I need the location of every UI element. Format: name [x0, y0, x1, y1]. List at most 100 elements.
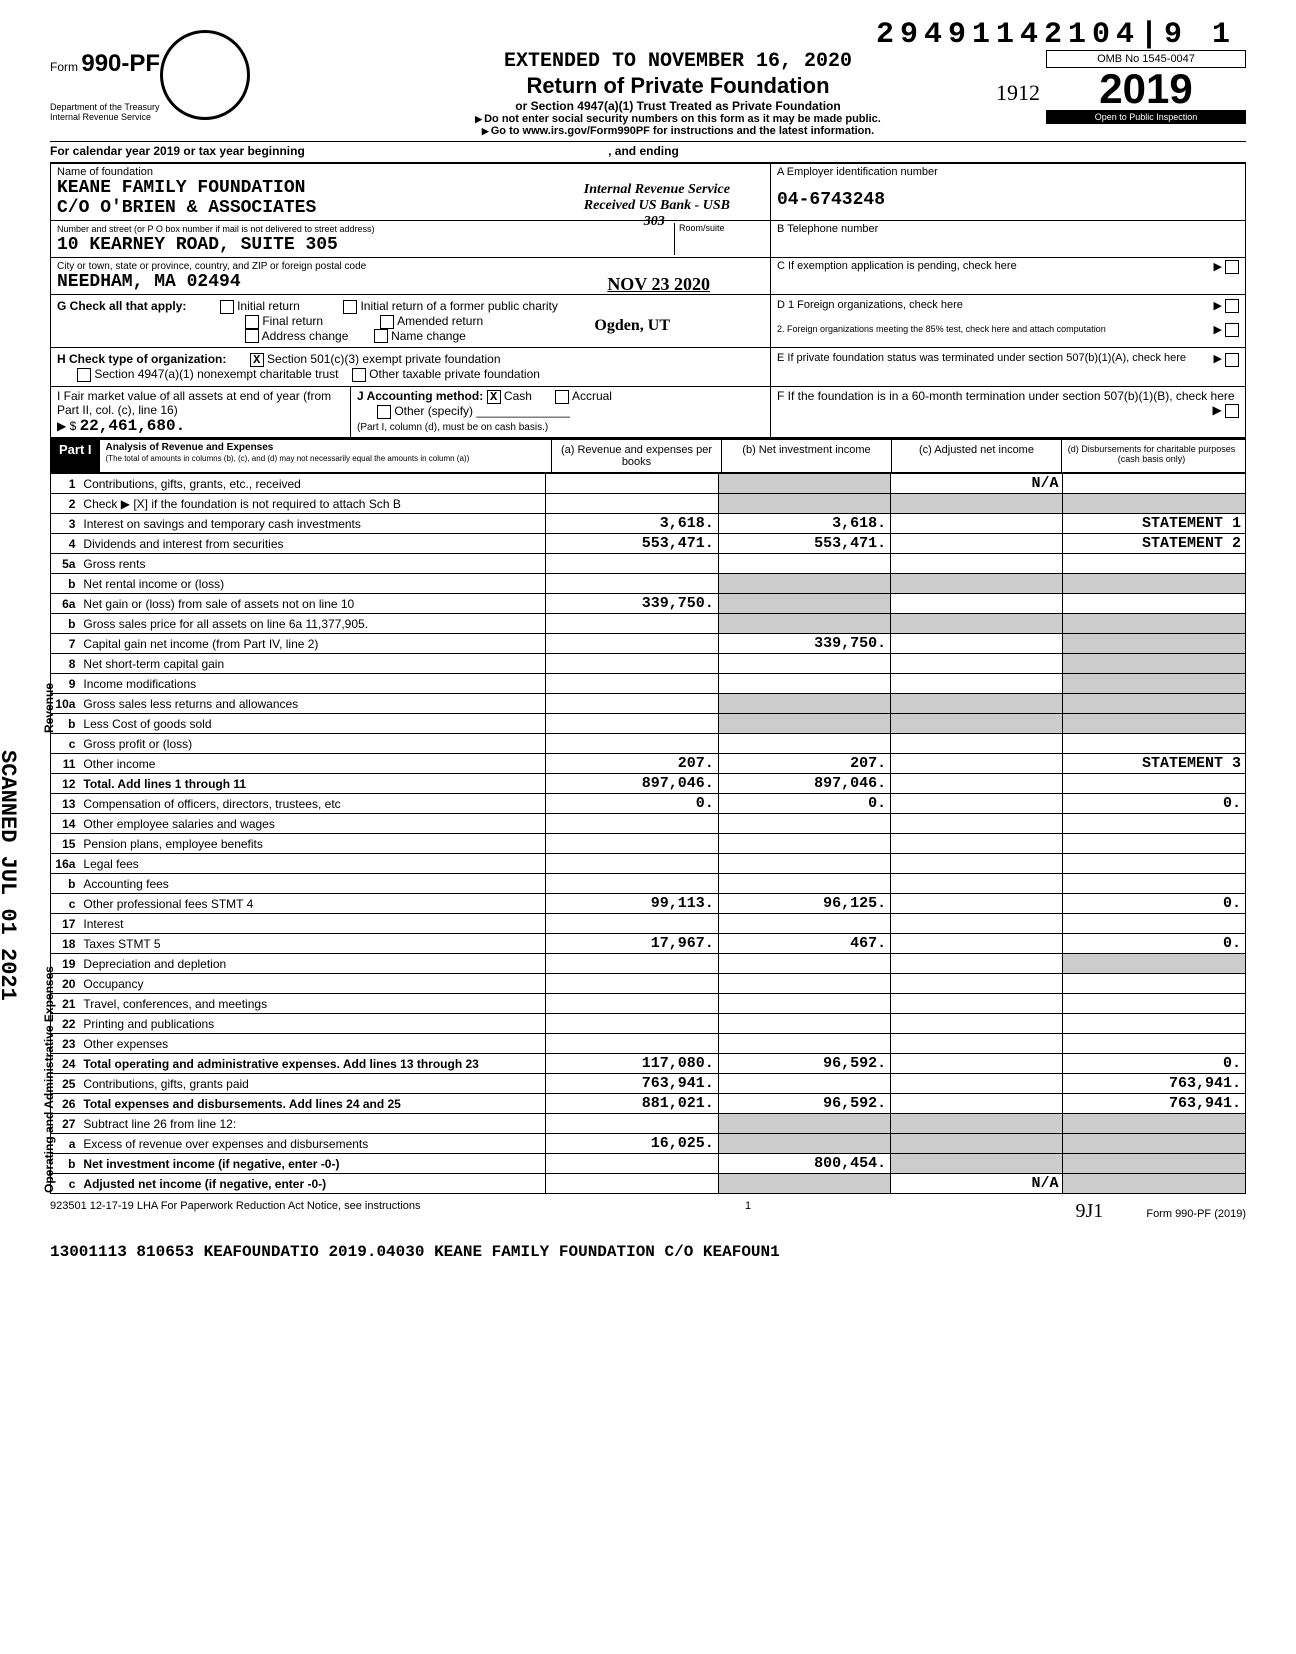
c-checkbox[interactable] — [1225, 260, 1239, 274]
footer-bottom-line: 13001113 810653 KEAFOUNDATIO 2019.04030 … — [50, 1243, 1246, 1261]
table-row: 24Total operating and administrative exp… — [51, 1054, 1246, 1074]
public-inspection: Open to Public Inspection — [1046, 110, 1246, 124]
table-row: cAdjusted net income (if negative, enter… — [51, 1174, 1246, 1194]
section-i-j-f: I Fair market value of all assets at end… — [50, 386, 1246, 438]
city-label: City or town, state or province, country… — [57, 261, 366, 272]
fair-market-value: 22,461,680. — [80, 417, 186, 435]
d2-checkbox[interactable] — [1225, 323, 1239, 337]
table-row: 1Contributions, gifts, grants, etc., rec… — [51, 474, 1246, 494]
signature: 9J1 — [1075, 1200, 1103, 1222]
ending-label: , and ending — [608, 144, 679, 158]
part1-header: Part I Analysis of Revenue and Expenses … — [50, 438, 1246, 473]
scanned-stamp: SCANNED JUL 01 2021 — [0, 750, 20, 1001]
tel-label: B Telephone number — [777, 223, 878, 235]
col-c-header: (c) Adjusted net income — [891, 440, 1061, 472]
table-row: bNet investment income (if negative, ent… — [51, 1154, 1246, 1174]
g-initial-checkbox[interactable] — [220, 300, 234, 314]
revenue-side-label: Revenue — [42, 683, 56, 733]
table-row: 26Total expenses and disbursements. Add … — [51, 1094, 1246, 1114]
g-name-label: Name change — [391, 329, 466, 343]
table-row: 5aGross rents — [51, 554, 1246, 574]
form-number: 990-PF — [81, 50, 160, 77]
j-accrual-checkbox[interactable] — [555, 390, 569, 404]
table-row: 9Income modifications — [51, 674, 1246, 694]
table-row: bAccounting fees — [51, 874, 1246, 894]
j-accrual-label: Accrual — [572, 389, 612, 403]
tax-year: 2019 — [1046, 68, 1246, 110]
d1-checkbox[interactable] — [1225, 299, 1239, 313]
table-row: aExcess of revenue over expenses and dis… — [51, 1134, 1246, 1154]
room-suite-label: Room/suite — [674, 223, 764, 255]
form-header: Form 990-PF Department of the Treasury I… — [50, 50, 1246, 163]
h-other-label: Other taxable private foundation — [369, 367, 540, 381]
part1-title: Analysis of Revenue and Expenses — [106, 442, 274, 453]
section-h-e: H Check type of organization: X Section … — [50, 347, 1246, 386]
f-checkbox[interactable] — [1225, 404, 1239, 418]
form-title: Return of Private Foundation — [310, 73, 1046, 99]
table-row: 14Other employee salaries and wages — [51, 814, 1246, 834]
table-row: 7Capital gain net income (from Part IV, … — [51, 634, 1246, 654]
table-row: 4Dividends and interest from securities5… — [51, 534, 1246, 554]
j-other-checkbox[interactable] — [377, 405, 391, 419]
h-other-checkbox[interactable] — [352, 368, 366, 382]
received-date-stamp: NOV 23 2020 — [607, 274, 710, 295]
e-label: E If private foundation status was termi… — [777, 352, 1186, 364]
city-row: City or town, state or province, country… — [50, 257, 1246, 294]
f-label: F If the foundation is in a 60-month ter… — [777, 389, 1235, 403]
extended-date: EXTENDED TO NOVEMBER 16, 2020 — [310, 50, 1046, 73]
h-501c3-checkbox[interactable]: X — [250, 353, 264, 367]
col-b-header: (b) Net investment income — [721, 440, 891, 472]
handwritten-code: 1912 — [996, 80, 1040, 106]
table-row: 8Net short-term capital gain — [51, 654, 1246, 674]
g-former-checkbox[interactable] — [343, 300, 357, 314]
table-row: 18Taxes STMT 517,967.467.0. — [51, 934, 1246, 954]
ssn-warning: Do not enter social security numbers on … — [310, 113, 1046, 125]
d1-label: D 1 Foreign organizations, check here — [777, 299, 963, 311]
j-label: J Accounting method: — [357, 389, 483, 403]
j-note: (Part I, column (d), must be on cash bas… — [357, 422, 548, 433]
part1-table: 1Contributions, gifts, grants, etc., rec… — [50, 473, 1246, 1194]
g-address-checkbox[interactable] — [245, 329, 259, 343]
section-g-d: G Check all that apply: Initial return I… — [50, 294, 1246, 347]
g-name-checkbox[interactable] — [374, 329, 388, 343]
table-row: 19Depreciation and depletion — [51, 954, 1246, 974]
j-other-label: Other (specify) — [394, 404, 473, 418]
ein-value: 04-6743248 — [777, 190, 885, 210]
table-row: bNet rental income or (loss) — [51, 574, 1246, 594]
table-row: 27Subtract line 26 from line 12: — [51, 1114, 1246, 1134]
addr-label: Number and street (or P O box number if … — [57, 224, 374, 234]
footer-right: Form 990-PF (2019) — [1146, 1208, 1246, 1220]
g-final-checkbox[interactable] — [245, 315, 259, 329]
col-d-header: (d) Disbursements for charitable purpose… — [1061, 440, 1241, 472]
h-4947-label: Section 4947(a)(1) nonexempt charitable … — [94, 367, 338, 381]
table-row: 23Other expenses — [51, 1034, 1246, 1054]
table-row: 12Total. Add lines 1 through 11897,046.8… — [51, 774, 1246, 794]
g-former-label: Initial return of a former public charit… — [360, 299, 557, 313]
table-row: 3Interest on savings and temporary cash … — [51, 514, 1246, 534]
e-checkbox[interactable] — [1225, 353, 1239, 367]
ogden-stamp: Ogden, UT — [594, 317, 670, 335]
table-row: 10aGross sales less returns and allowanc… — [51, 694, 1246, 714]
table-row: 16aLegal fees — [51, 854, 1246, 874]
j-cash-label: Cash — [504, 389, 532, 403]
table-row: cOther professional fees STMT 499,113.96… — [51, 894, 1246, 914]
expenses-side-label: Operating and Administrative Expenses — [42, 966, 56, 1193]
address-row: Number and street (or P O box number if … — [50, 220, 1246, 257]
table-row: 11Other income207.207.STATEMENT 3 — [51, 754, 1246, 774]
table-row: 6aNet gain or (loss) from sale of assets… — [51, 594, 1246, 614]
g-amended-checkbox[interactable] — [380, 315, 394, 329]
table-row: 25Contributions, gifts, grants paid763,9… — [51, 1074, 1246, 1094]
h-label: H Check type of organization: — [57, 352, 226, 366]
footer-left: 923501 12-17-19 LHA For Paperwork Reduct… — [50, 1200, 421, 1223]
c-label: C If exemption application is pending, c… — [777, 260, 1017, 272]
h-501c3-label: Section 501(c)(3) exempt private foundat… — [267, 352, 500, 366]
goto-url: Go to www.irs.gov/Form990PF for instruct… — [310, 125, 1046, 137]
footer-page: 1 — [745, 1200, 751, 1223]
table-row: bLess Cost of goods sold — [51, 714, 1246, 734]
j-cash-checkbox[interactable]: X — [487, 390, 501, 404]
h-4947-checkbox[interactable] — [77, 368, 91, 382]
page-footer: 923501 12-17-19 LHA For Paperwork Reduct… — [50, 1200, 1246, 1223]
foundation-name-row: Name of foundation KEANE FAMILY FOUNDATI… — [50, 163, 1246, 220]
dept-treasury: Department of the Treasury — [50, 102, 310, 112]
part1-note: (The total of amounts in columns (b), (c… — [106, 454, 470, 463]
